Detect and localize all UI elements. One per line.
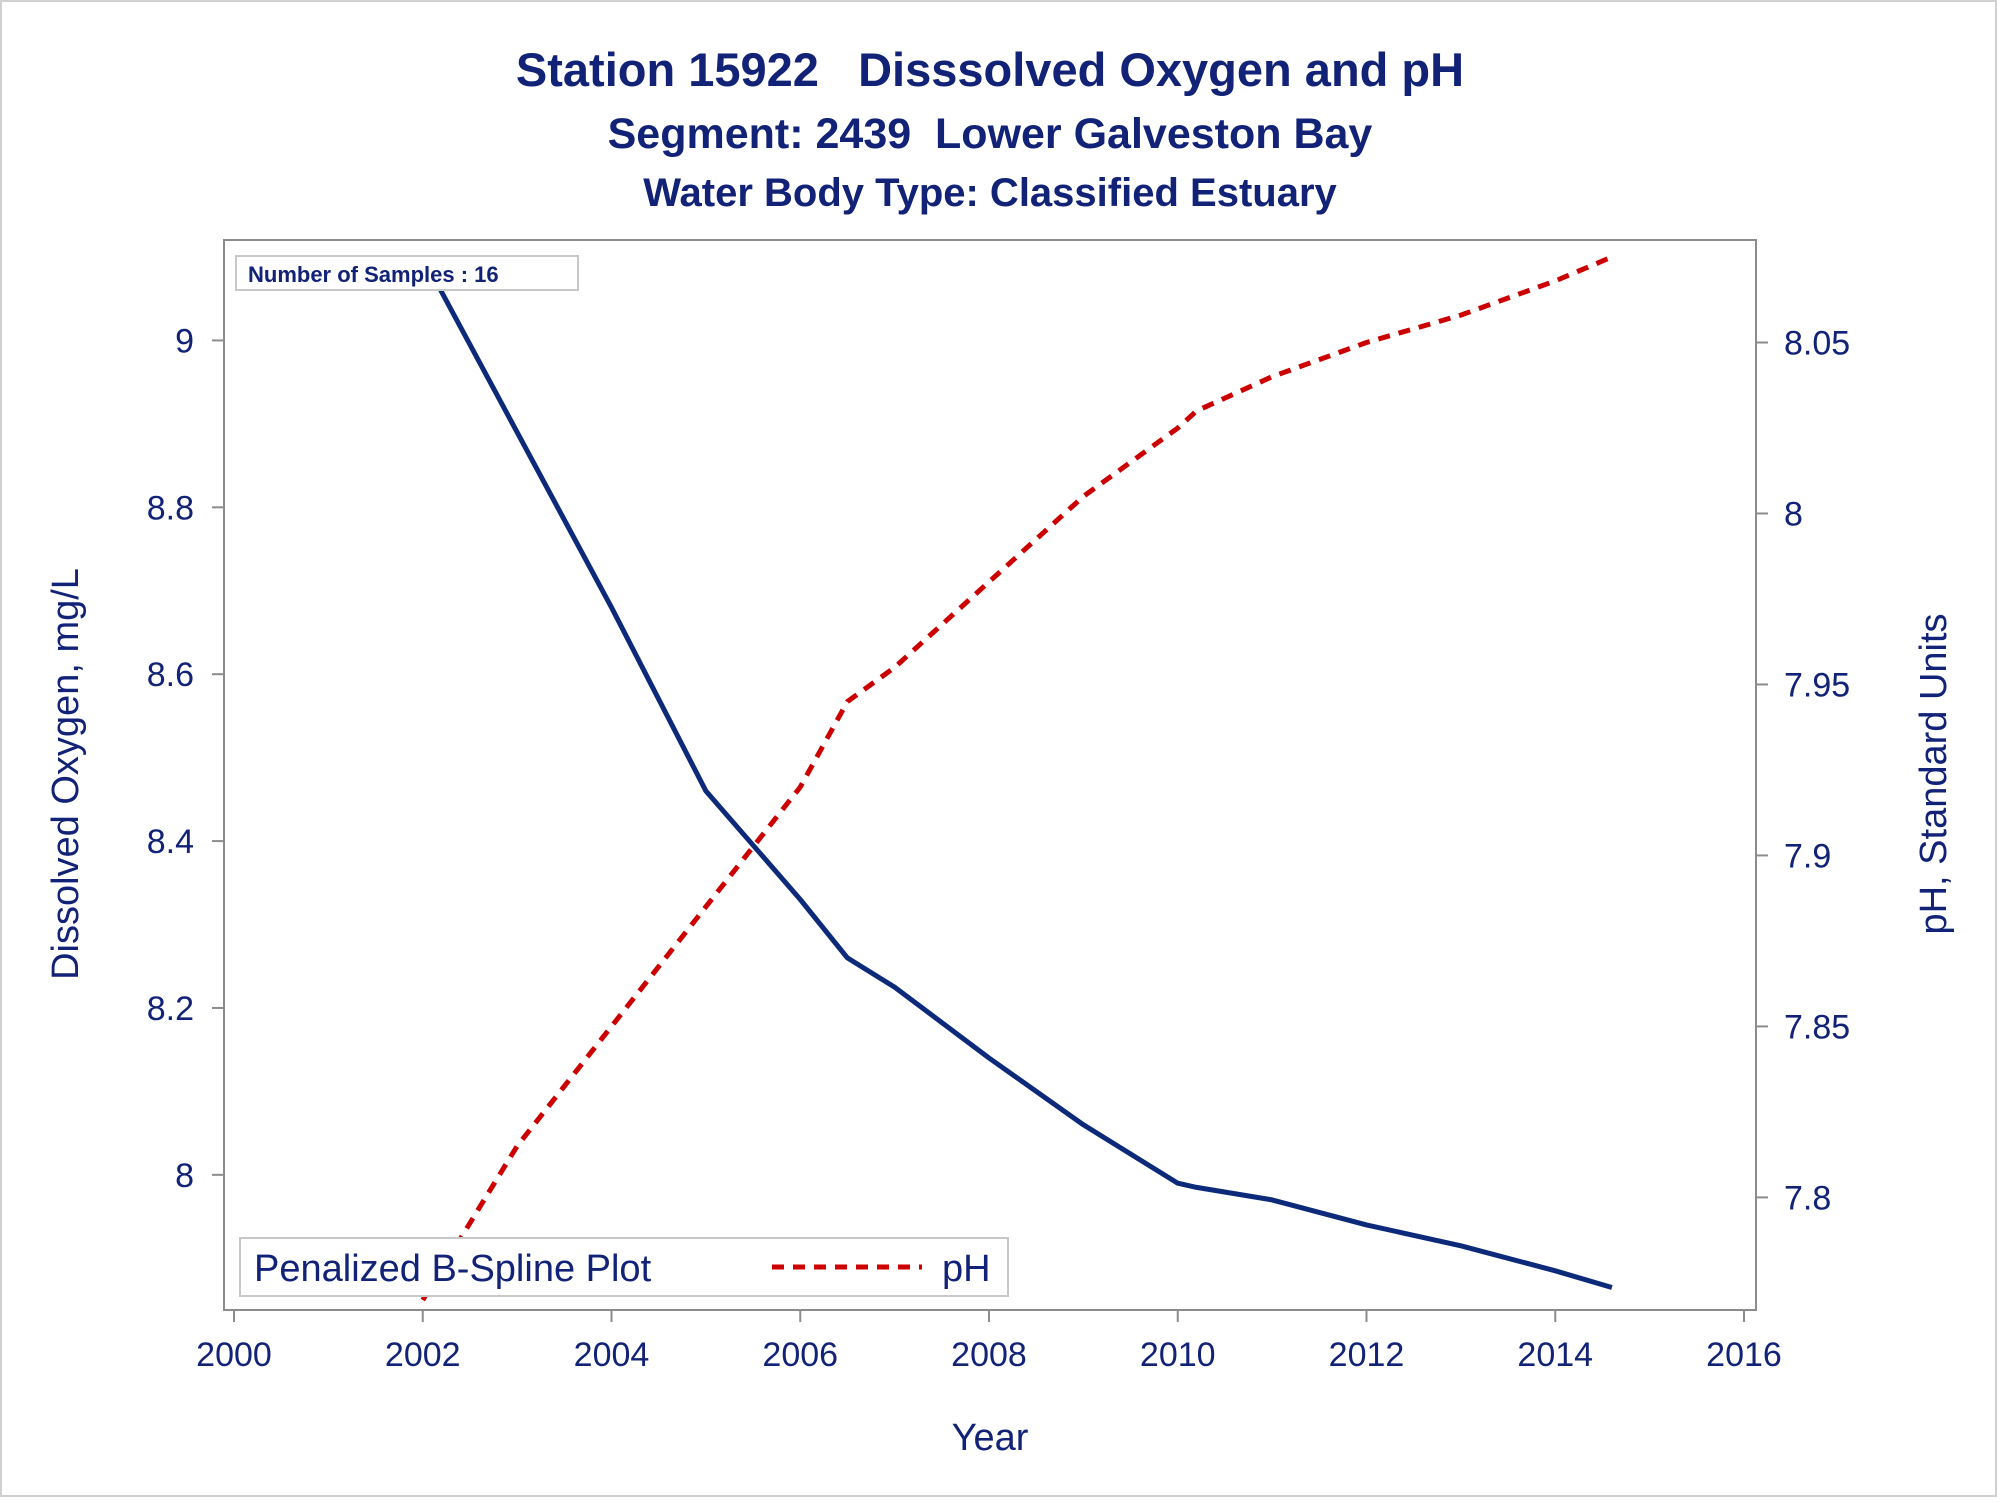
- series-line-ph: [420, 254, 1613, 1302]
- x-tick-label: 2004: [574, 1336, 650, 1374]
- x-tick-label: 2016: [1706, 1336, 1782, 1374]
- legend: Penalized B-Spline Plot pH: [239, 1237, 1009, 1297]
- x-tick-label: 2010: [1140, 1336, 1216, 1374]
- y-axis-label: Dissolved Oxygen, mg/L: [45, 568, 87, 980]
- x-tick-label: 2006: [762, 1336, 838, 1374]
- chart-title: Station 15922 Disssolved Oxygen and pH: [516, 43, 1464, 96]
- x-tick-label: 2012: [1329, 1336, 1405, 1374]
- chart-subtitle-water-body: Water Body Type: Classified Estuary: [643, 171, 1337, 215]
- legend-title: Penalized B-Spline Plot: [254, 1248, 652, 1290]
- x-axis-ticks: 2000 2002 2004 2006 2008 2010 2012 2014 2016: [196, 1310, 1782, 1374]
- y-axis-ticks: 8 8.2 8.4 8.6 8.8 9: [147, 322, 224, 1195]
- series-group: [420, 254, 1613, 1302]
- y-tick-label: 8: [175, 1157, 194, 1195]
- y2-tick-label: 8.05: [1784, 324, 1850, 362]
- y2-tick-label: 7.85: [1784, 1008, 1850, 1046]
- x-tick-label: 2002: [385, 1336, 461, 1374]
- plot-area-frame: [223, 239, 1757, 1311]
- series-line-dissolved-oxygen: [420, 255, 1613, 1290]
- x-tick-label: 2008: [951, 1336, 1027, 1374]
- y2-tick-label: 8: [1784, 495, 1803, 533]
- y-tick-label: 8.4: [147, 823, 194, 861]
- samples-inset-box: [235, 255, 579, 291]
- x-axis-label: Year: [952, 1417, 1029, 1459]
- y2-axis-label: pH, Standard Units: [1913, 613, 1955, 934]
- x-tick-label: 2014: [1517, 1336, 1593, 1374]
- samples-inset: Number of Samples : 16: [235, 255, 579, 291]
- legend-label-ph: pH: [942, 1248, 991, 1290]
- legend-box: [239, 1237, 1009, 1297]
- y-tick-label: 8.2: [147, 990, 194, 1028]
- y2-tick-label: 7.9: [1784, 837, 1831, 875]
- y-tick-label: 9: [175, 322, 194, 360]
- y2-tick-label: 7.8: [1784, 1179, 1831, 1217]
- y2-axis-ticks: 7.8 7.85 7.9 7.95 8 8.05: [1756, 324, 1850, 1217]
- chart-subtitle-segment: Segment: 2439 Lower Galveston Bay: [608, 110, 1373, 158]
- samples-count-label: Number of Samples : 16: [248, 262, 499, 287]
- y-tick-label: 8.8: [147, 489, 194, 527]
- y2-tick-label: 7.95: [1784, 666, 1850, 704]
- x-tick-label: 2000: [196, 1336, 272, 1374]
- y-tick-label: 8.6: [147, 656, 194, 694]
